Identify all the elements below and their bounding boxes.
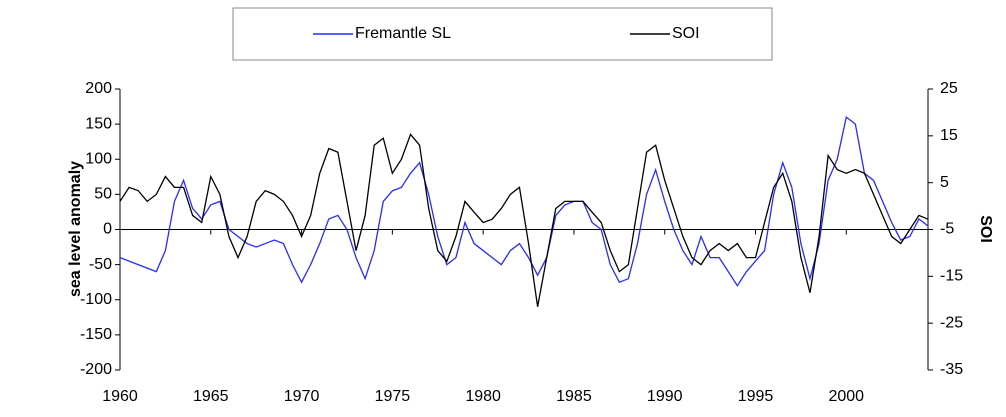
- y2-tick-label: -25: [940, 314, 963, 331]
- y2-tick-label: 25: [940, 80, 958, 97]
- y2-tick-label: 15: [940, 127, 958, 144]
- y2-tick-label: -5: [940, 221, 954, 238]
- x-tick-label: 2000: [828, 388, 864, 405]
- x-tick-label: 1960: [102, 388, 138, 405]
- y2-tick-label: 5: [940, 174, 949, 191]
- legend-label: SOI: [672, 25, 700, 42]
- y2-axis-label: SOI: [977, 215, 994, 243]
- y-tick-label: -200: [80, 361, 112, 378]
- x-tick-label: 1985: [556, 388, 592, 405]
- x-tick-label: 1965: [193, 388, 229, 405]
- y-tick-label: 100: [85, 150, 112, 167]
- y-tick-label: 50: [94, 186, 112, 203]
- y2-tick-label: -35: [940, 361, 963, 378]
- x-tick-label: 1990: [647, 388, 683, 405]
- y-tick-label: 0: [103, 221, 112, 238]
- series-line: [119, 133, 929, 307]
- y-tick-label: -50: [89, 256, 112, 273]
- y-tick-label: -100: [80, 291, 112, 308]
- y-tick-label: 150: [85, 115, 112, 132]
- y2-tick-label: -15: [940, 268, 963, 285]
- y-axis-label: sea level anomaly: [67, 161, 84, 297]
- x-tick-label: 1980: [465, 388, 501, 405]
- series-line: [119, 115, 929, 287]
- legend-label: Fremantle SL: [355, 25, 451, 42]
- x-tick-label: 1975: [375, 388, 411, 405]
- x-tick-label: 1995: [738, 388, 774, 405]
- x-tick-label: 1970: [284, 388, 320, 405]
- y-tick-label: 200: [85, 80, 112, 97]
- y-tick-label: -150: [80, 326, 112, 343]
